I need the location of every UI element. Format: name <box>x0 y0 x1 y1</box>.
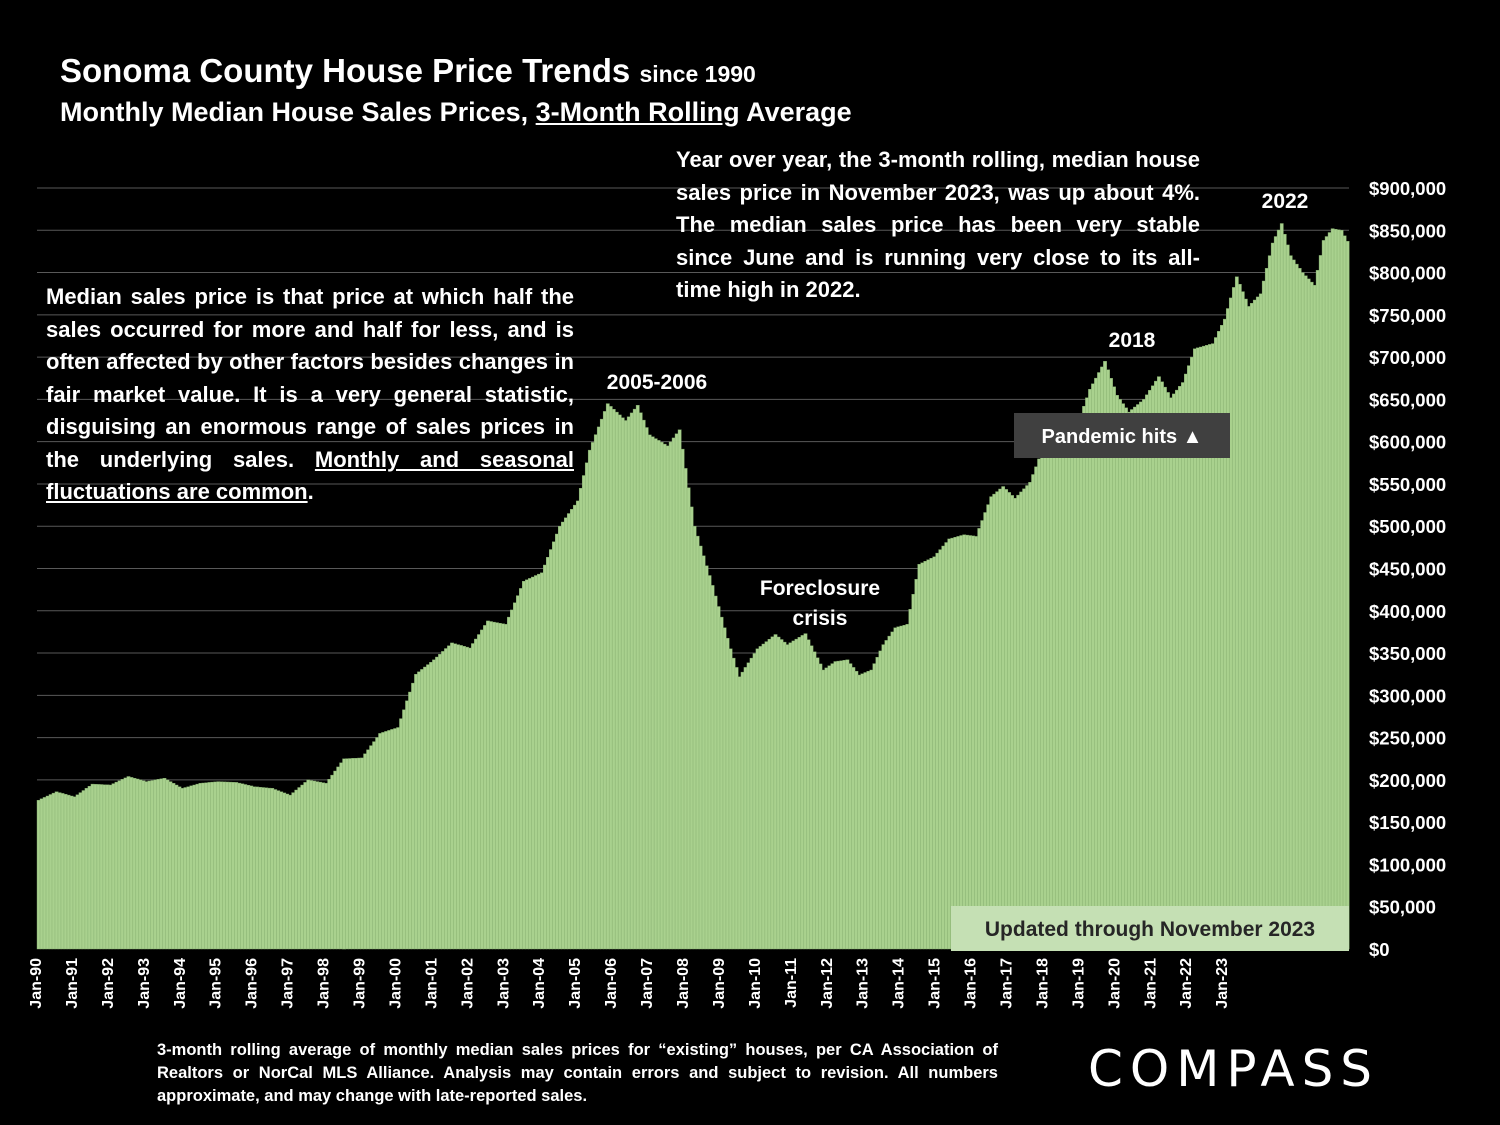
x-tick-label: Jan-97 <box>280 958 297 1009</box>
y-tick-label: $650,000 <box>1369 389 1446 410</box>
x-tick-label: Jan-03 <box>495 958 512 1009</box>
x-tick-label: Jan-21 <box>1142 958 1159 1009</box>
x-tick-label: Jan-06 <box>603 958 620 1009</box>
x-tick-label: Jan-93 <box>136 958 153 1009</box>
fluctuation-underline: Monthly and seasonal fluctuations are co… <box>46 446 574 505</box>
x-tick-label: Jan-15 <box>927 958 944 1009</box>
y-tick-label: $150,000 <box>1369 812 1446 833</box>
y-tick-label: $350,000 <box>1369 643 1446 664</box>
x-tick-label: Jan-90 <box>28 958 45 1009</box>
updated-box <box>951 906 1349 951</box>
annotation-updated: Updated through November 2023 <box>985 918 1315 941</box>
x-tick-label: Jan-01 <box>423 958 440 1009</box>
chart-subtitle: Monthly Median House Sales Prices, 3-Mon… <box>60 97 852 127</box>
x-tick-label: Jan-99 <box>352 958 369 1009</box>
median-explanation-note: Median sales price is that price at whic… <box>46 284 574 505</box>
x-tick-label: Jan-02 <box>459 958 476 1009</box>
source-footnote: 3-month rolling average of monthly media… <box>157 1041 998 1105</box>
y-tick-label: $50,000 <box>1369 897 1436 918</box>
x-tick-label: Jan-16 <box>963 958 980 1009</box>
annotation-2018: 2018 <box>1109 329 1156 352</box>
annotation-crisis: crisis <box>793 607 848 630</box>
y-tick-label: $300,000 <box>1369 685 1446 706</box>
x-tick-label: Jan-10 <box>747 958 764 1009</box>
y-tick-label: $450,000 <box>1369 559 1446 580</box>
x-tick-label: Jan-11 <box>783 958 800 1008</box>
yoy-summary-note: Year over year, the 3-month rolling, med… <box>676 147 1200 302</box>
y-tick-label: $700,000 <box>1369 347 1446 368</box>
annotation-pandemic: Pandemic hits ▲ <box>1042 426 1203 448</box>
y-tick-label: $500,000 <box>1369 516 1446 537</box>
x-tick-label: Jan-14 <box>891 958 908 1009</box>
title-suffix: since 1990 <box>639 61 756 87</box>
x-tick-label: Jan-22 <box>1178 958 1195 1009</box>
x-tick-label: Jan-23 <box>1214 958 1231 1009</box>
pandemic-box <box>1014 413 1230 458</box>
x-tick-label: Jan-95 <box>208 958 225 1009</box>
x-tick-label: Jan-00 <box>387 958 404 1009</box>
y-tick-label: $800,000 <box>1369 263 1446 284</box>
y-tick-label: $900,000 <box>1369 178 1446 199</box>
x-tick-label: Jan-08 <box>675 958 692 1009</box>
y-tick-label: $100,000 <box>1369 854 1446 875</box>
x-tick-label: Jan-09 <box>711 958 728 1009</box>
x-tick-label: Jan-98 <box>316 958 333 1009</box>
price-bar <box>1345 241 1350 950</box>
y-tick-label: $600,000 <box>1369 432 1446 453</box>
x-tick-label: Jan-94 <box>172 958 189 1009</box>
x-tick-label: Jan-04 <box>531 958 548 1009</box>
annotation-2022: 2022 <box>1262 190 1309 213</box>
y-tick-label: $850,000 <box>1369 220 1446 241</box>
x-tick-label: Jan-13 <box>855 958 872 1009</box>
chart-title: Sonoma County House Price Trends since 1… <box>60 52 756 89</box>
subtitle-underlined: 3-Month Rolling <box>535 97 740 127</box>
x-tick-label: Jan-20 <box>1106 958 1123 1009</box>
x-tick-label: Jan-07 <box>639 958 656 1009</box>
y-tick-label: $0 <box>1369 939 1390 960</box>
y-tick-label: $200,000 <box>1369 770 1446 791</box>
y-tick-label: $550,000 <box>1369 474 1446 495</box>
x-tick-label: Jan-91 <box>64 958 81 1009</box>
annotation-foreclosure: Foreclosure <box>760 577 880 600</box>
x-tick-label: Jan-17 <box>999 958 1016 1009</box>
y-tick-label: $250,000 <box>1369 728 1446 749</box>
annotation-2005-2006: 2005-2006 <box>607 371 707 394</box>
x-tick-label: Jan-12 <box>819 958 836 1009</box>
x-tick-label: Jan-92 <box>100 958 117 1009</box>
x-tick-label: Jan-96 <box>244 958 261 1009</box>
x-tick-label: Jan-05 <box>567 958 584 1009</box>
x-tick-label: Jan-18 <box>1034 958 1051 1009</box>
x-tick-label: Jan-19 <box>1070 958 1087 1009</box>
y-tick-label: $400,000 <box>1369 601 1446 622</box>
compass-logo: COMPASS <box>1088 1040 1380 1098</box>
y-tick-label: $750,000 <box>1369 305 1446 326</box>
